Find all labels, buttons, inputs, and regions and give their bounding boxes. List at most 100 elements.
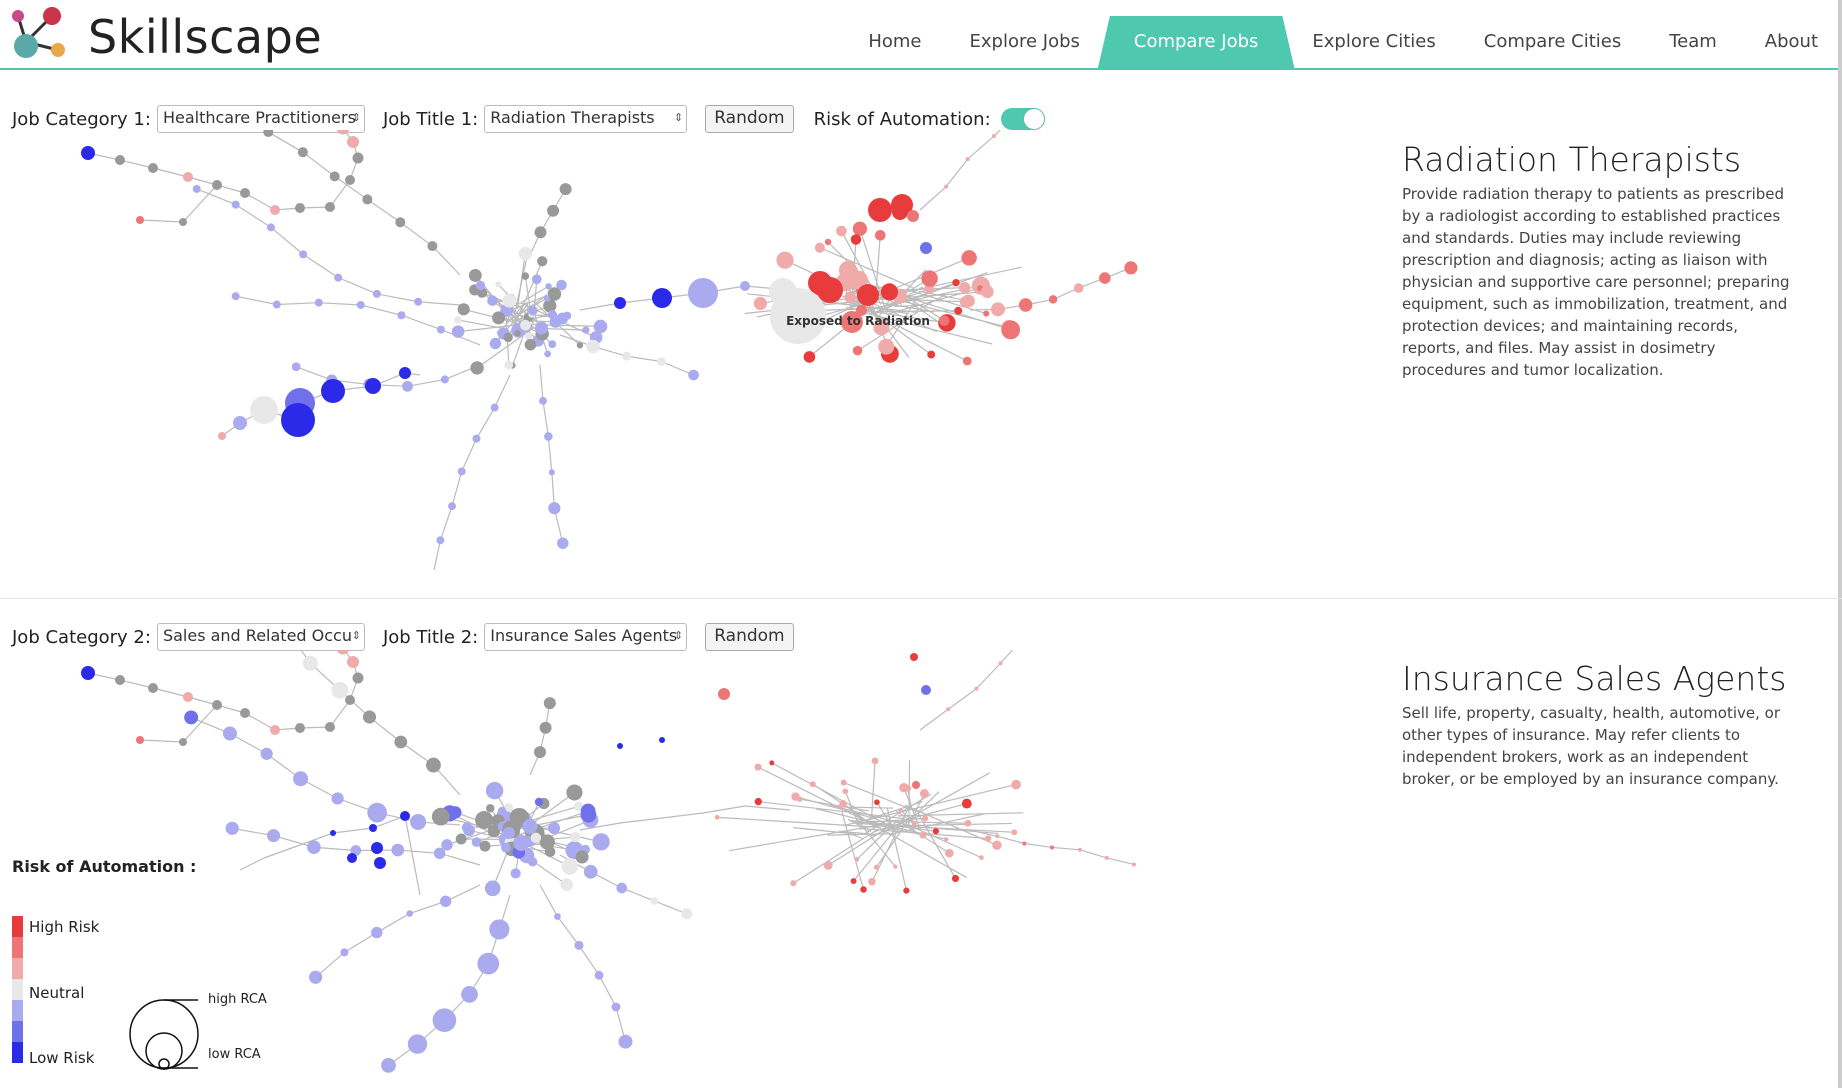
skill-node[interactable] bbox=[574, 940, 584, 950]
skill-node[interactable] bbox=[530, 832, 542, 843]
skill-node[interactable] bbox=[362, 194, 373, 205]
job-category-1-select[interactable]: Healthcare Practitioners bbox=[156, 105, 365, 133]
skill-node[interactable] bbox=[371, 842, 383, 854]
skill-node[interactable] bbox=[959, 296, 972, 308]
skill-node[interactable] bbox=[539, 834, 555, 850]
skill-node[interactable] bbox=[314, 298, 323, 307]
skill-node[interactable] bbox=[910, 653, 918, 661]
skill-node[interactable] bbox=[912, 781, 920, 789]
skill-node[interactable] bbox=[961, 798, 972, 809]
skill-node[interactable] bbox=[566, 784, 583, 801]
skill-node[interactable] bbox=[472, 434, 481, 443]
skill-node[interactable] bbox=[406, 910, 413, 917]
skill-node[interactable] bbox=[868, 198, 892, 222]
skill-node[interactable] bbox=[369, 824, 377, 832]
skill-node[interactable] bbox=[547, 287, 562, 301]
skill-node[interactable] bbox=[510, 868, 521, 879]
skill-node[interactable] bbox=[297, 147, 308, 158]
skill-node[interactable] bbox=[1050, 845, 1055, 850]
skill-node[interactable] bbox=[907, 210, 919, 222]
job-title-2-select[interactable]: Insurance Sales Agents bbox=[484, 623, 688, 651]
skill-node[interactable] bbox=[347, 656, 359, 668]
skill-node[interactable] bbox=[1077, 847, 1082, 852]
skill-node[interactable] bbox=[548, 502, 561, 515]
skill-node[interactable] bbox=[484, 880, 501, 897]
skill-node[interactable] bbox=[521, 272, 530, 280]
skill-node[interactable] bbox=[514, 330, 521, 337]
skill-node[interactable] bbox=[563, 311, 572, 320]
skill-node[interactable] bbox=[1001, 320, 1021, 340]
skill-node[interactable] bbox=[1018, 298, 1033, 312]
skill-node[interactable] bbox=[557, 537, 569, 549]
job-2-skill-network[interactable] bbox=[0, 650, 1380, 1088]
skill-node[interactable] bbox=[302, 655, 318, 671]
nav-team[interactable]: Team bbox=[1669, 31, 1717, 52]
skill-node[interactable] bbox=[688, 278, 718, 308]
skill-node[interactable] bbox=[502, 826, 515, 840]
skill-node[interactable] bbox=[622, 351, 632, 361]
skill-node[interactable] bbox=[852, 345, 863, 356]
skill-node[interactable] bbox=[391, 843, 405, 857]
skill-node[interactable] bbox=[347, 853, 357, 863]
skill-node[interactable] bbox=[854, 857, 860, 862]
skill-node[interactable] bbox=[457, 467, 466, 476]
skill-node[interactable] bbox=[961, 250, 977, 266]
skill-node[interactable] bbox=[433, 847, 446, 860]
skill-node[interactable] bbox=[964, 819, 972, 827]
skill-node[interactable] bbox=[267, 829, 281, 843]
skill-node[interactable] bbox=[991, 302, 1005, 317]
skill-node[interactable] bbox=[583, 864, 598, 879]
skill-node[interactable] bbox=[803, 351, 816, 363]
skill-node[interactable] bbox=[362, 710, 377, 724]
skill-node[interactable] bbox=[545, 283, 552, 290]
skill-node[interactable] bbox=[270, 725, 280, 735]
skill-node[interactable] bbox=[179, 738, 187, 746]
skill-node[interactable] bbox=[554, 913, 561, 920]
skill-node[interactable] bbox=[486, 804, 495, 813]
skill-node[interactable] bbox=[547, 204, 560, 217]
skill-node[interactable] bbox=[477, 952, 500, 975]
skill-node[interactable] bbox=[414, 297, 423, 306]
skill-node[interactable] bbox=[839, 261, 857, 279]
skill-node[interactable] bbox=[426, 757, 441, 773]
skill-node[interactable] bbox=[250, 396, 278, 424]
skill-node[interactable] bbox=[527, 857, 538, 867]
skill-node[interactable] bbox=[240, 708, 250, 718]
skill-node[interactable] bbox=[903, 887, 910, 894]
skill-node[interactable] bbox=[266, 223, 275, 232]
skill-node[interactable] bbox=[463, 824, 475, 837]
skill-node[interactable] bbox=[321, 379, 345, 403]
skill-node[interactable] bbox=[397, 311, 406, 320]
skill-node[interactable] bbox=[309, 970, 323, 984]
skill-node[interactable] bbox=[503, 332, 513, 343]
skill-node[interactable] bbox=[432, 1008, 457, 1032]
skill-node[interactable] bbox=[823, 860, 833, 870]
skill-node[interactable] bbox=[436, 536, 445, 545]
skill-node[interactable] bbox=[544, 350, 552, 358]
skill-node[interactable] bbox=[534, 226, 547, 239]
skill-node[interactable] bbox=[754, 797, 762, 806]
skill-node[interactable] bbox=[531, 274, 542, 285]
skill-node[interactable] bbox=[543, 697, 556, 710]
skill-node[interactable] bbox=[331, 792, 344, 805]
skill-node[interactable] bbox=[754, 763, 762, 771]
skill-node[interactable] bbox=[281, 403, 315, 437]
skill-node[interactable] bbox=[919, 831, 927, 839]
skill-node[interactable] bbox=[974, 686, 979, 691]
skill-node[interactable] bbox=[495, 281, 502, 288]
skill-node[interactable] bbox=[962, 356, 972, 366]
random-1-button[interactable]: Random bbox=[705, 105, 794, 133]
skill-node[interactable] bbox=[461, 985, 478, 1003]
skill-node[interactable] bbox=[325, 202, 335, 212]
skill-node[interactable] bbox=[992, 134, 997, 139]
skill-node[interactable] bbox=[656, 357, 666, 366]
skill-node[interactable] bbox=[549, 316, 562, 328]
skill-node[interactable] bbox=[394, 735, 408, 749]
skill-node[interactable] bbox=[873, 319, 890, 336]
skill-node[interactable] bbox=[520, 319, 531, 331]
skill-node[interactable] bbox=[148, 683, 158, 693]
skill-node[interactable] bbox=[431, 807, 450, 826]
skill-node[interactable] bbox=[809, 781, 816, 788]
skill-node[interactable] bbox=[400, 811, 410, 821]
skill-node[interactable] bbox=[402, 380, 413, 392]
